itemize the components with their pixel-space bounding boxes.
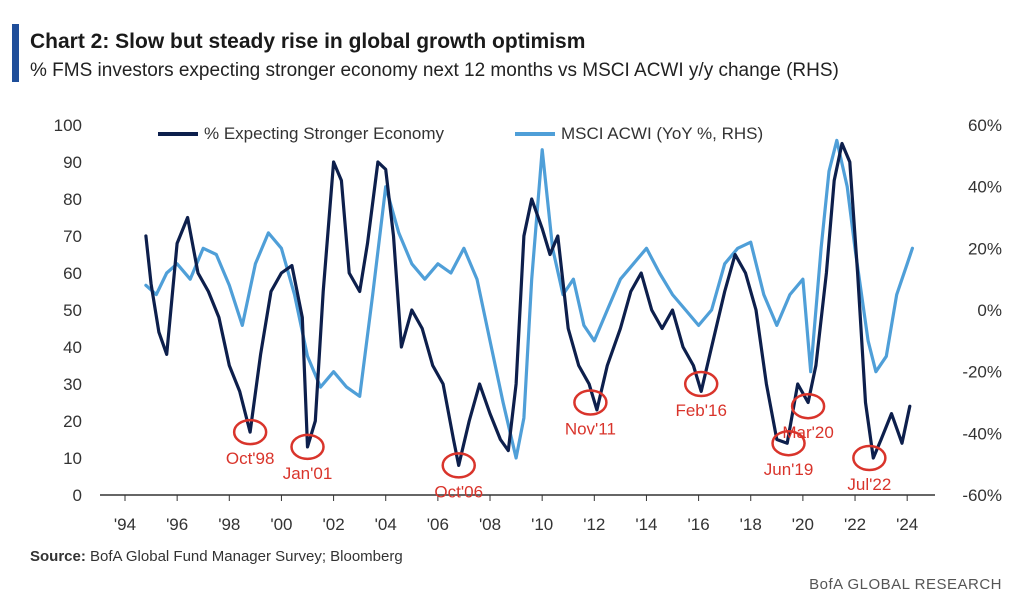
legend-swatch-fms	[158, 132, 198, 136]
annotation-label: Nov'11	[565, 420, 616, 439]
annotation-circle	[232, 418, 268, 446]
x-tick-label: '14	[635, 515, 657, 534]
legend-swatch-acwi	[515, 132, 555, 136]
y-axis-right: -60% -40% -20% 0% 20% 40% 60%	[962, 116, 1002, 505]
y-left-tick-label: 30	[63, 375, 82, 394]
title-accent-bar	[12, 24, 19, 82]
x-tick-label: '00	[270, 515, 292, 534]
annotation-label: Jul'22	[847, 475, 891, 494]
annotation-label: Mar'20	[782, 423, 833, 442]
legend-item-acwi: MSCI ACWI (YoY %, RHS)	[515, 124, 763, 144]
x-tick-label: '24	[896, 515, 918, 534]
y-right-tick-label: -20%	[962, 363, 1002, 382]
y-right-tick-label: -60%	[962, 486, 1002, 505]
y-left-tick-label: 20	[63, 412, 82, 431]
x-tick-label: '06	[427, 515, 449, 534]
y-right-tick-label: 20%	[968, 239, 1002, 258]
source-note: Source: BofA Global Fund Manager Survey;…	[30, 548, 403, 565]
brand-footer: BofA GLOBAL RESEARCH	[809, 576, 1002, 593]
x-tick-label: '16	[688, 515, 710, 534]
x-tick-label: '12	[583, 515, 605, 534]
x-tick-label: '98	[218, 515, 240, 534]
source-text: BofA Global Fund Manager Survey; Bloombe…	[85, 548, 403, 565]
y-left-tick-label: 0	[73, 486, 82, 505]
source-label: Source:	[30, 548, 86, 565]
annotation-circle	[790, 392, 826, 420]
series-layer	[144, 138, 915, 467]
x-tick-label: '04	[375, 515, 397, 534]
y-left-tick-label: 100	[54, 116, 82, 135]
annotation-label: Oct'98	[226, 449, 275, 468]
annotation-circle	[852, 444, 887, 472]
y-left-tick-label: 60	[63, 264, 82, 283]
x-axis: '94 '96 '98 '00 '02 '04 '06 '08 '10 '12 '14 '16 '18 '…	[100, 494, 935, 534]
y-left-tick-label: 70	[63, 227, 82, 246]
x-tick-label: '22	[844, 515, 866, 534]
y-right-tick-label: 0%	[977, 301, 1002, 320]
x-tick-label: '18	[740, 515, 762, 534]
x-tick-label: '20	[792, 515, 814, 534]
y-right-tick-label: 40%	[968, 178, 1002, 197]
annotation-label: Jan'01	[283, 464, 333, 483]
annotation-circle	[573, 389, 608, 416]
annotation-layer: Oct'98 Jan'01 Oct'06 Nov'11 Feb'16 Jun'19 Mar'…	[226, 370, 891, 501]
y-left-tick-label: 90	[63, 153, 82, 172]
annotation-circle	[441, 452, 476, 479]
legend-label-acwi: MSCI ACWI (YoY %, RHS)	[561, 124, 764, 143]
y-axis-left: 0 10 20 30 40 50 60 70 80 90 100	[54, 116, 82, 505]
x-tick-label: '94	[114, 515, 136, 534]
y-right-tick-label: -40%	[962, 424, 1002, 443]
y-right-tick-label: 60%	[968, 116, 1002, 135]
x-tick-label: '96	[166, 515, 188, 534]
acwi-series-line	[144, 138, 915, 460]
y-left-tick-label: 50	[63, 301, 82, 320]
x-tick-label: '08	[479, 515, 501, 534]
annotation-label: Oct'06	[434, 482, 483, 501]
y-left-tick-label: 40	[63, 338, 82, 357]
y-left-tick-label: 10	[63, 449, 82, 468]
y-left-tick-label: 80	[63, 190, 82, 209]
x-tick-label: '10	[531, 515, 553, 534]
chart-title: Chart 2: Slow but steady rise in global …	[30, 30, 586, 53]
x-tick-label: '02	[323, 515, 345, 534]
legend-label-fms: % Expecting Stronger Economy	[204, 124, 445, 143]
annotation-label: Feb'16	[675, 401, 726, 420]
annotation-label: Jun'19	[764, 460, 814, 479]
legend-item-fms: % Expecting Stronger Economy	[158, 124, 444, 144]
annotation-circle	[290, 433, 325, 461]
annotation-circle	[683, 370, 719, 398]
fms-series-line	[144, 141, 912, 467]
chart-subtitle: % FMS investors expecting stronger econo…	[30, 60, 839, 81]
annotation-circle	[771, 429, 806, 457]
